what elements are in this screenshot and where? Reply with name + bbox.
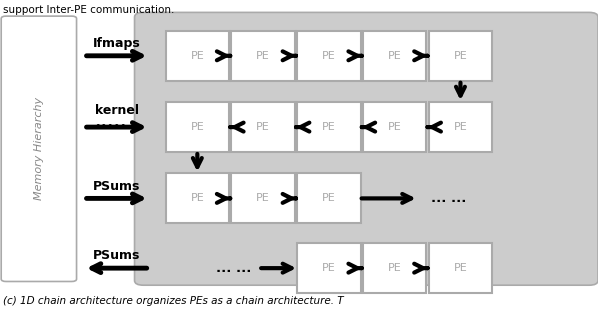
FancyBboxPatch shape [231, 31, 295, 81]
Text: PSums: PSums [93, 249, 141, 262]
FancyBboxPatch shape [363, 31, 426, 81]
FancyBboxPatch shape [363, 102, 426, 152]
FancyBboxPatch shape [297, 31, 361, 81]
Text: PE: PE [191, 193, 204, 203]
FancyBboxPatch shape [429, 102, 492, 152]
Text: PE: PE [191, 122, 204, 132]
Text: •••••: ••••• [94, 121, 127, 131]
FancyBboxPatch shape [1, 16, 77, 281]
FancyBboxPatch shape [429, 243, 492, 293]
FancyBboxPatch shape [231, 174, 295, 223]
Text: PE: PE [322, 51, 335, 61]
Text: PE: PE [322, 122, 335, 132]
Text: PE: PE [322, 263, 335, 273]
FancyBboxPatch shape [297, 174, 361, 223]
Text: Memory Hierarchy: Memory Hierarchy [34, 97, 44, 200]
FancyBboxPatch shape [166, 174, 229, 223]
Text: PE: PE [257, 51, 270, 61]
FancyBboxPatch shape [363, 243, 426, 293]
Text: PE: PE [257, 122, 270, 132]
FancyBboxPatch shape [297, 102, 361, 152]
Text: PE: PE [454, 263, 467, 273]
Text: Ifmaps: Ifmaps [93, 37, 141, 50]
Text: ... ...: ... ... [431, 192, 466, 205]
Text: ... ...: ... ... [215, 262, 251, 275]
Text: kernel: kernel [94, 104, 139, 117]
Text: (c) 1D chain architecture organizes PEs as a chain architecture. T: (c) 1D chain architecture organizes PEs … [3, 296, 344, 306]
FancyBboxPatch shape [166, 31, 229, 81]
Text: PE: PE [388, 263, 401, 273]
Text: PSums: PSums [93, 179, 141, 193]
FancyBboxPatch shape [135, 12, 598, 285]
Text: PE: PE [454, 122, 467, 132]
Text: support Inter-PE communication.: support Inter-PE communication. [3, 5, 175, 15]
Text: PE: PE [388, 122, 401, 132]
FancyBboxPatch shape [297, 243, 361, 293]
Text: PE: PE [454, 51, 467, 61]
FancyBboxPatch shape [231, 102, 295, 152]
Text: PE: PE [191, 51, 204, 61]
FancyBboxPatch shape [166, 102, 229, 152]
Text: PE: PE [388, 51, 401, 61]
FancyBboxPatch shape [429, 31, 492, 81]
Text: PE: PE [257, 193, 270, 203]
Text: PE: PE [322, 193, 335, 203]
